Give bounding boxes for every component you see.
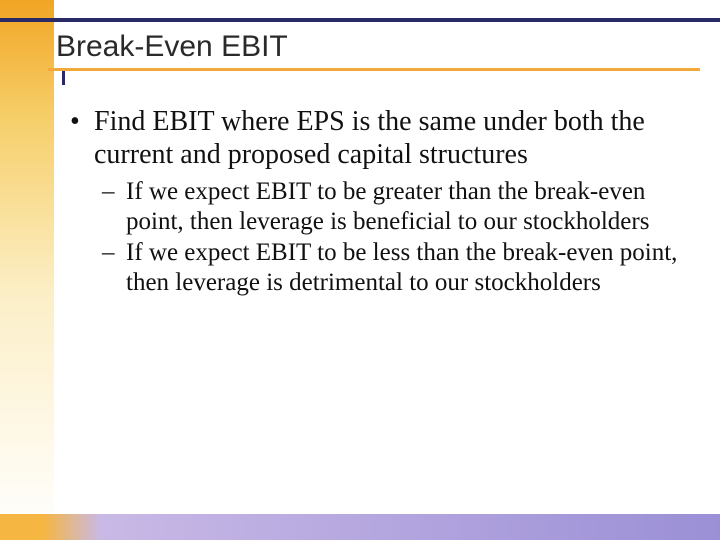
bullet-sub-1-text: If we expect EBIT to be greater than the… bbox=[126, 178, 649, 235]
bottom-gradient-band bbox=[0, 514, 720, 540]
title-tick bbox=[62, 71, 65, 85]
top-rule bbox=[0, 18, 720, 22]
slide: Break-Even EBIT Find EBIT where EPS is t… bbox=[0, 0, 720, 540]
bullet-sub-1: If we expect EBIT to be greater than the… bbox=[102, 177, 680, 236]
slide-body: Find EBIT where EPS is the same under bo… bbox=[70, 105, 680, 311]
title-underline bbox=[48, 68, 700, 71]
bullet-sub-2-text: If we expect EBIT to be less than the br… bbox=[126, 239, 677, 296]
left-gradient-column bbox=[0, 0, 54, 540]
slide-title: Break-Even EBIT bbox=[56, 30, 288, 64]
bullet-sub-2: If we expect EBIT to be less than the br… bbox=[102, 238, 680, 297]
bullet-main: Find EBIT where EPS is the same under bo… bbox=[70, 105, 680, 297]
bullet-main-text: Find EBIT where EPS is the same under bo… bbox=[94, 106, 645, 170]
